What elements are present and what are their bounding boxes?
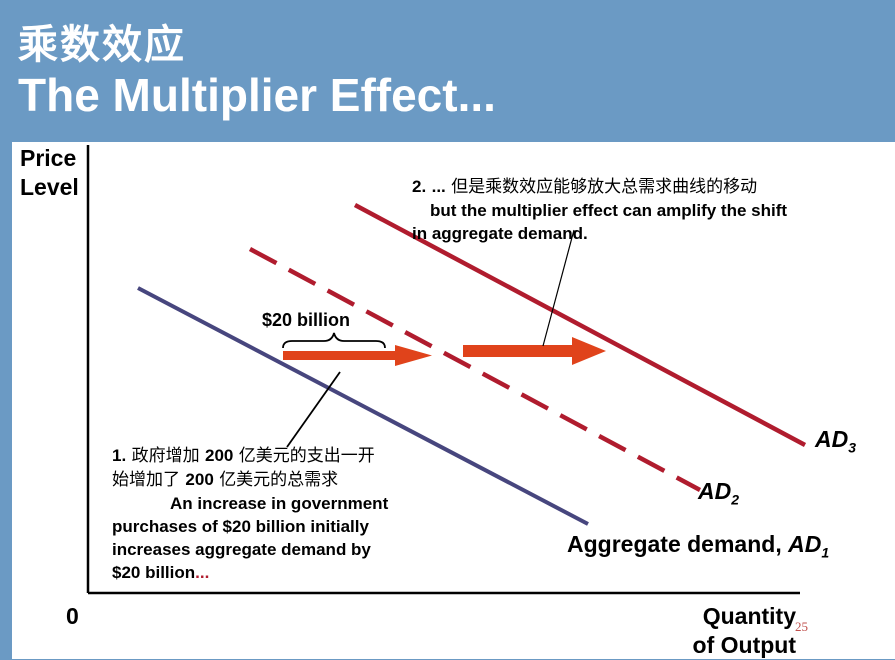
annotation-multiplier: 2. ... 但是乘数效应能够放大总需求曲线的移动 but the multip…: [412, 175, 892, 245]
ad2-curve: [248, 247, 702, 492]
annotation-initial-increase: 1. 政府增加 200 亿美元的支出一开 始增加了 200 亿美元的总需求 An…: [112, 444, 472, 584]
y-axis-label-line2: Level: [20, 174, 79, 200]
y-axis-label: Price Level: [20, 144, 79, 202]
slide-header: 乘数效应 The Multiplier Effect...: [0, 0, 895, 142]
ad3-curve: [353, 203, 807, 447]
ad3-label: AD3: [815, 426, 857, 456]
brace-label: $20 billion: [262, 310, 351, 330]
annotation-1-en-line4: $20 billion...: [112, 563, 210, 582]
annotation-1-en-line1: An increase in government: [170, 494, 389, 513]
pointer-line-2: [542, 229, 575, 347]
title-english: The Multiplier Effect...: [18, 69, 496, 121]
annotation-1-en-line3: increases aggregate demand by: [112, 540, 371, 559]
annotation-1-cn-line1: 1. 政府增加 200 亿美元的支出一开: [112, 446, 375, 466]
annotation-2-cn-line: 2. ... 但是乘数效应能够放大总需求曲线的移动: [412, 177, 758, 197]
ad2-label: AD2: [698, 478, 740, 508]
annotation-1-cn-line2: 始增加了 200 亿美元的总需求: [112, 470, 339, 490]
ad1-curve: [137, 286, 589, 526]
shift-arrow-initial: [283, 345, 432, 366]
x-axis-label-line1: Quantity: [702, 603, 796, 629]
shift-arrow-multiplier: [463, 337, 606, 365]
brace: [282, 332, 386, 349]
annotation-1-en-line2: purchases of $20 billion initially: [112, 517, 369, 536]
diagram-panel: [12, 142, 895, 659]
origin-label: 0: [66, 603, 79, 629]
annotation-2-en-line1: but the multiplier effect can amplify th…: [430, 201, 788, 220]
pointer-line-1: [286, 371, 341, 448]
x-axis-label: Quantity of Output: [676, 602, 796, 660]
title-chinese: 乘数效应: [18, 22, 186, 68]
x-axis-label-line2: of Output: [692, 632, 796, 658]
annotation-2-en-line2: in aggregate demand.: [412, 224, 588, 243]
y-axis-label-line1: Price: [20, 145, 77, 171]
ad1-label: Aggregate demand, AD1: [567, 531, 830, 561]
slide-number: 25: [795, 619, 808, 634]
